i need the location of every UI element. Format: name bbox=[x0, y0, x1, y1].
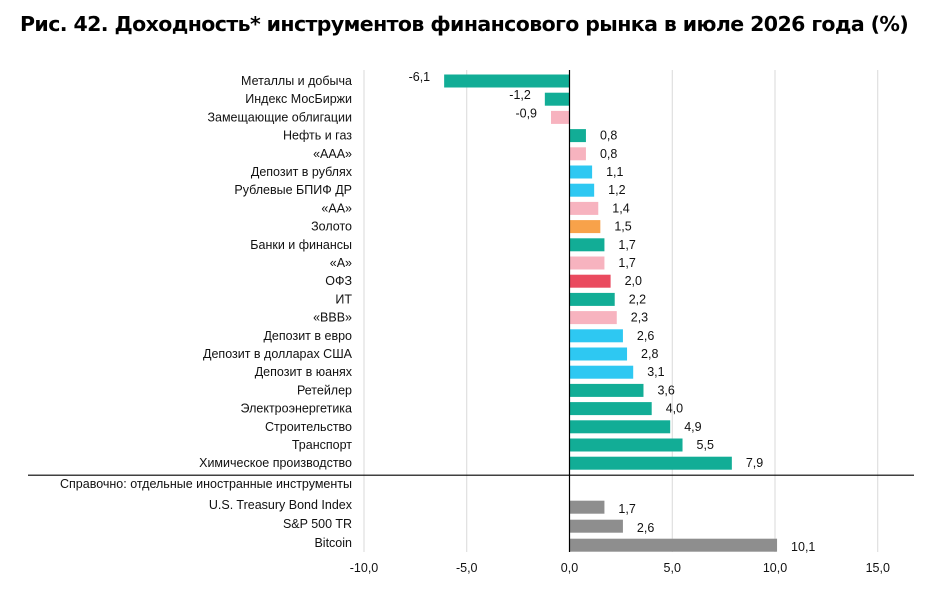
labels: -10,0 -5,0 0,0 5,0 10,0 15,0 Металлы и добыча -… bbox=[60, 70, 890, 575]
data-label: 1,4 bbox=[612, 201, 629, 215]
x-tick-label: 15,0 bbox=[866, 561, 890, 575]
category-label: Ретейлер bbox=[297, 383, 352, 397]
category-label: Депозит в рублях bbox=[251, 165, 353, 179]
bar bbox=[444, 74, 570, 88]
category-label: Депозит в долларах США bbox=[203, 347, 353, 361]
category-label: Химическое производство bbox=[199, 456, 352, 470]
data-label: 0,8 bbox=[600, 129, 617, 143]
x-tick-label: -5,0 bbox=[456, 561, 478, 575]
category-label: Индекс МосБиржи bbox=[245, 92, 352, 106]
category-label: Рублевые БПИФ ДР bbox=[234, 183, 352, 197]
chart-title: Рис. 42. Доходность* инструментов финанс… bbox=[20, 12, 909, 36]
data-label: 2,2 bbox=[629, 292, 646, 306]
data-label: 3,6 bbox=[657, 383, 674, 397]
reference-data-label: 10,1 bbox=[791, 540, 815, 554]
bar bbox=[569, 456, 732, 470]
data-label: 2,0 bbox=[625, 274, 642, 288]
category-label: ИТ bbox=[335, 292, 352, 306]
category-label: «АА» bbox=[321, 201, 352, 215]
category-label: ОФЗ bbox=[325, 274, 352, 288]
category-label: Банки и финансы bbox=[250, 238, 352, 252]
category-label: «ВВВ» bbox=[313, 311, 352, 325]
data-label: 7,9 bbox=[746, 456, 763, 470]
category-label: Замещающие облигации bbox=[207, 110, 352, 124]
reference-category-label: U.S. Treasury Bond Index bbox=[209, 498, 353, 512]
bars bbox=[444, 74, 778, 552]
data-label: 1,5 bbox=[614, 220, 631, 234]
category-label: «ААА» bbox=[313, 147, 352, 161]
bar bbox=[569, 256, 605, 270]
bar bbox=[569, 383, 644, 397]
bar bbox=[569, 438, 683, 452]
reference-category-label: S&P 500 TR bbox=[283, 517, 352, 531]
data-label: 2,3 bbox=[631, 311, 648, 325]
x-tick-label: 10,0 bbox=[763, 561, 787, 575]
bar bbox=[569, 274, 611, 288]
bar bbox=[569, 292, 615, 306]
bar bbox=[551, 110, 570, 124]
gridlines bbox=[28, 70, 914, 552]
reference-data-label: 2,6 bbox=[637, 521, 654, 535]
x-tick-label: 0,0 bbox=[561, 561, 578, 575]
category-label: Транспорт bbox=[292, 438, 352, 452]
bar bbox=[569, 220, 601, 234]
category-label: Строительство bbox=[265, 420, 352, 434]
data-label: 0,8 bbox=[600, 147, 617, 161]
category-label: Золото bbox=[311, 220, 352, 234]
reference-bar bbox=[569, 519, 623, 533]
category-label: Электроэнергетика bbox=[241, 402, 353, 416]
reference-bar bbox=[569, 538, 778, 552]
data-label: -0,9 bbox=[515, 106, 537, 120]
bar bbox=[569, 165, 593, 179]
data-label: 1,7 bbox=[618, 256, 635, 270]
data-label: 3,1 bbox=[647, 365, 664, 379]
bar bbox=[569, 238, 605, 252]
data-label: 1,7 bbox=[618, 238, 635, 252]
bar bbox=[569, 329, 623, 343]
bar bbox=[569, 201, 599, 215]
data-label: 2,8 bbox=[641, 347, 658, 361]
category-label: Депозит в евро bbox=[263, 329, 352, 343]
data-label: 5,5 bbox=[697, 438, 714, 452]
category-label: «А» bbox=[330, 256, 352, 270]
data-label: 4,9 bbox=[684, 420, 701, 434]
data-label: -1,2 bbox=[509, 88, 531, 102]
data-label: 4,0 bbox=[666, 402, 683, 416]
bar bbox=[569, 183, 595, 197]
data-label: 1,1 bbox=[606, 165, 623, 179]
bar bbox=[569, 129, 586, 143]
bar bbox=[544, 92, 570, 106]
bar bbox=[569, 402, 652, 416]
bar bbox=[569, 311, 617, 325]
x-tick-label: 5,0 bbox=[664, 561, 681, 575]
reference-category-label: Bitcoin bbox=[314, 536, 352, 550]
data-label: -6,1 bbox=[409, 70, 431, 84]
reference-bar bbox=[569, 500, 605, 514]
category-label: Нефть и газ bbox=[283, 129, 352, 143]
bar bbox=[569, 365, 634, 379]
category-label: Депозит в юанях bbox=[255, 365, 353, 379]
bar bbox=[569, 147, 586, 161]
bar bbox=[569, 420, 671, 434]
category-label: Металлы и добыча bbox=[241, 74, 352, 88]
data-label: 1,2 bbox=[608, 183, 625, 197]
x-tick-label: -10,0 bbox=[350, 561, 379, 575]
data-label: 2,6 bbox=[637, 329, 654, 343]
bar bbox=[569, 347, 628, 361]
reference-header: Справочно: отдельные иностранные инструм… bbox=[60, 477, 352, 491]
reference-data-label: 1,7 bbox=[618, 502, 635, 516]
